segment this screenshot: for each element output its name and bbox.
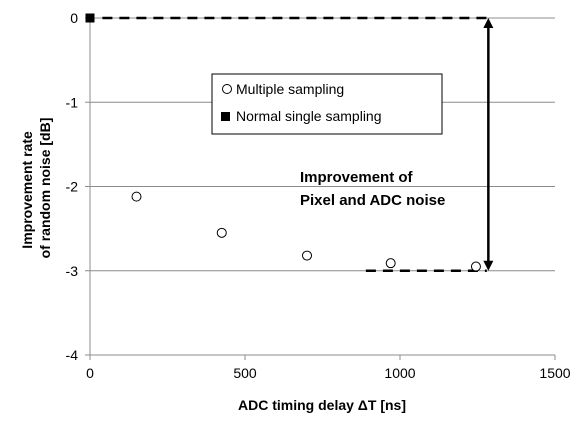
annotation: Improvement of Pixel and ADC noise: [300, 169, 445, 209]
x-axis-label: ADC timing delay ΔT [ns]: [238, 397, 406, 413]
y-tick-label: -4: [66, 347, 79, 363]
arrow-head-top: [483, 18, 494, 28]
data-point-multiple-sampling: [385, 258, 396, 269]
tick-labels: 0 -1 -2 -3 -4 0 500 1000 1500: [66, 10, 571, 381]
arrow-head-bottom: [483, 260, 494, 271]
grid-lines: [90, 17, 555, 272]
legend-label-multiple-sampling: Multiple sampling: [236, 81, 344, 97]
y-tick-label: -2: [66, 179, 79, 195]
legend-box: [211, 73, 443, 135]
data-point-multiple-sampling: [216, 227, 227, 238]
x-tick-label: 1000: [384, 365, 415, 381]
annotation-line-1: Improvement of: [300, 169, 414, 186]
legend-marker-multiple-sampling: [222, 84, 232, 94]
improvement-arrow: [483, 18, 494, 271]
data-point-multiple-sampling: [470, 261, 481, 272]
legend: Multiple sampling Normal single sampling: [211, 73, 443, 135]
reference-lines: [102, 16, 487, 272]
data-point-normal-single-sampling: [85, 13, 95, 23]
legend-marker-normal-single-sampling: [221, 112, 230, 121]
y-tick-label: 0: [70, 10, 78, 26]
data-point-multiple-sampling: [302, 250, 312, 261]
x-tick-label: 500: [233, 365, 257, 381]
x-tick-label: 0: [86, 365, 94, 381]
y-axis-label: Improvement rate of random noise [dB]: [19, 118, 53, 259]
legend-label-normal-single-sampling: Normal single sampling: [236, 108, 382, 124]
y-tick-label: -3: [66, 263, 79, 279]
data-points: [85, 13, 481, 272]
axes: [85, 17, 556, 360]
y-axis-label-line-2: of random noise [dB]: [37, 118, 53, 259]
x-tick-label: 1500: [539, 365, 570, 381]
data-point-multiple-sampling: [131, 191, 142, 202]
annotation-line-2: Pixel and ADC noise: [300, 192, 445, 209]
y-axis-label-line-1: Improvement rate: [19, 131, 35, 249]
y-tick-label: -1: [66, 94, 79, 110]
